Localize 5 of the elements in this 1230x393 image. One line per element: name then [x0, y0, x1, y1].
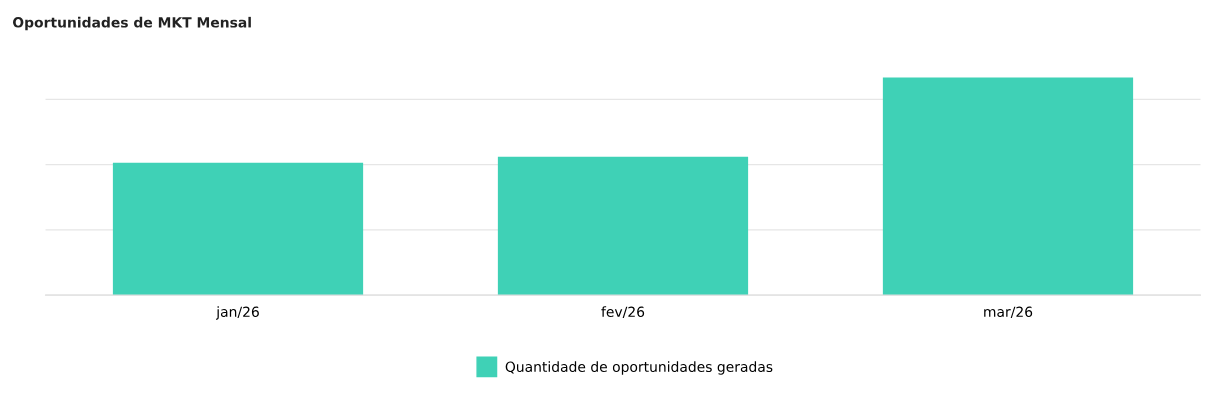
legend-label: Quantidade de oportunidades geradas: [505, 361, 773, 375]
chart-title: Oportunidades de MKT Mensal: [12, 16, 251, 31]
x-tick-label: fev/26: [601, 306, 645, 319]
x-tick-label: jan/26: [215, 306, 259, 320]
x-tick-label: mar/26: [984, 306, 1033, 319]
